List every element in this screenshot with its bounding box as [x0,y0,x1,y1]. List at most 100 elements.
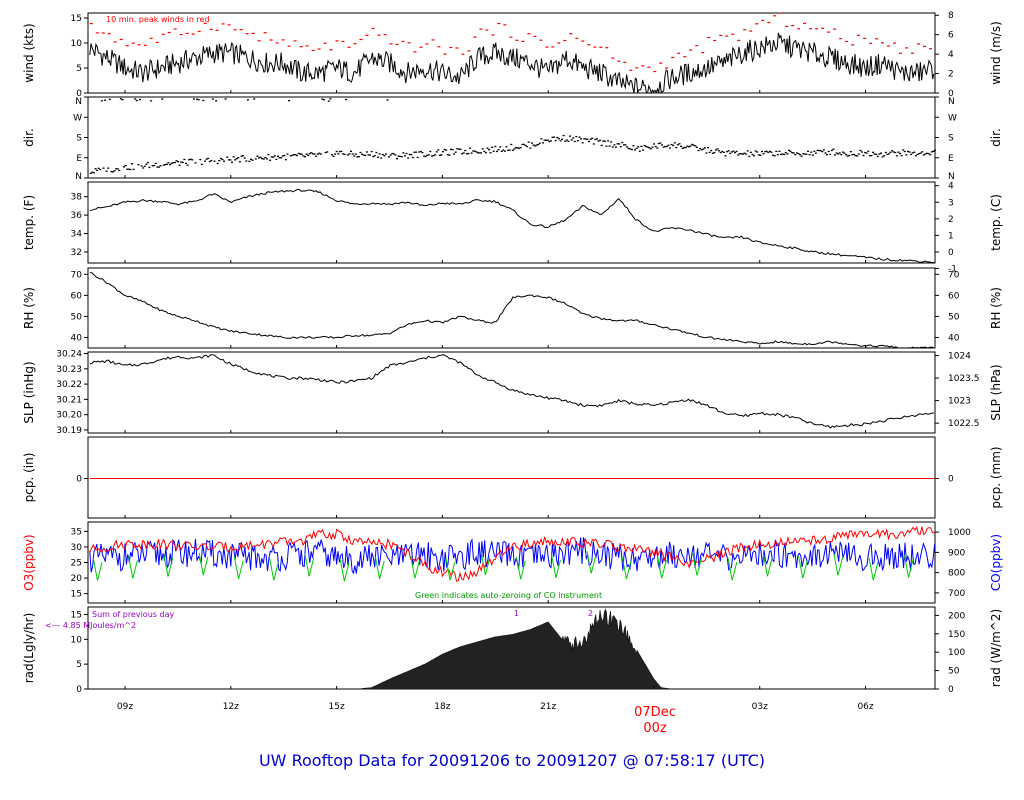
dir-panel-frame [87,96,936,179]
temp-ytick-label-right: -1 [948,265,957,275]
dir-point [462,152,465,154]
wind-peak-mark [875,38,879,40]
temp-ytick-label-right: 0 [948,248,954,258]
dir-point [694,145,697,147]
dir-point [832,148,835,150]
dir-point [578,136,581,138]
dir-point [880,152,882,154]
wind-peak-mark [365,34,369,36]
dir-point [107,167,110,169]
dir-point [776,154,779,156]
co-autozero-mark [762,553,773,577]
dir-point [351,153,354,155]
dir-point [708,151,711,153]
dir-ytick-label-left: S [76,134,82,144]
wind-peak-mark [827,31,831,33]
dir-point [508,149,511,151]
dir-point [697,149,700,152]
dir-point [821,150,824,153]
dir-point [102,167,105,169]
dir-point [475,151,478,153]
dir-point [324,151,327,154]
dir-point [664,145,667,148]
dir-point [570,139,573,141]
dir-point [292,154,295,156]
wind-peak-mark [401,40,405,42]
co-autozero-mark [163,554,174,577]
wind-peak-mark [395,43,399,46]
dir-point [158,166,160,168]
wind-peak-mark [107,33,111,35]
dir-point [921,151,924,153]
rad-ytick-label-left: 15 [71,610,82,620]
dir-point [488,149,491,151]
slp-ytick-label-left: 30.20 [56,411,82,421]
dir-point [837,153,840,155]
dir-point [691,143,694,146]
dir-point [267,153,270,156]
dir-point [841,151,844,153]
dir-ytick-label-right: W [948,113,957,123]
chem-ytick-label-left: 35 [71,527,82,537]
dir-point [668,147,671,149]
dir-point [846,155,849,157]
dir-point [104,99,106,101]
dir-point [551,136,554,138]
wind-peak-mark [527,33,531,35]
wind-peak-mark [899,52,902,54]
dir-point [503,150,506,152]
dir-point [159,165,162,167]
dir-point [137,164,140,166]
dir-point [440,154,443,156]
dir-point [494,145,497,148]
dir-point [537,143,540,146]
wind-peak-mark [167,31,171,34]
rh-ytick-label-right: 70 [948,270,960,280]
dir-point [681,147,684,149]
wind-peak-mark [377,34,381,36]
dir-point [543,139,546,141]
wind-peak-mark [341,40,345,43]
temp-ylabel-right: temp. (C) [989,194,1003,251]
dir-point [112,171,114,173]
dir-point [900,155,903,157]
dir-point [788,149,790,151]
dir-point [795,152,798,154]
dir-point [572,137,575,139]
dir-point [332,155,335,157]
dir-point [180,161,183,163]
wind-peak-mark [413,51,417,53]
wind-peak-mark [929,48,932,50]
wind-peak-mark [641,65,645,67]
chem-note: Green indicates auto-zeroing of CO instr… [415,591,602,600]
dir-point [348,153,351,155]
wind-peak-mark [509,36,513,38]
dir-point [515,147,517,149]
dir-point [321,98,324,100]
dir-point [538,142,541,144]
dir-point [329,98,332,100]
dir-point [835,152,838,154]
dir-point [489,152,492,154]
wind-peak-mark [755,23,759,25]
dir-point [211,98,214,100]
wind-ytick-label-right: 6 [948,31,954,41]
dir-point [573,140,576,143]
dir-point [707,147,709,149]
dir-point [483,150,486,153]
dir-point [559,140,562,142]
dir-point [615,146,617,148]
dir-point [170,162,173,164]
dir-point [756,151,759,153]
wind-peak-mark [173,28,177,30]
dir-point [602,140,605,142]
slp-ytick-label-left: 30.21 [56,395,82,405]
dir-point [221,158,224,161]
dir-point [807,150,809,152]
dir-point [218,160,221,162]
dir-point [100,100,103,102]
wind-peak-mark [275,42,279,44]
dir-point [910,153,913,156]
dir-point [781,153,784,155]
